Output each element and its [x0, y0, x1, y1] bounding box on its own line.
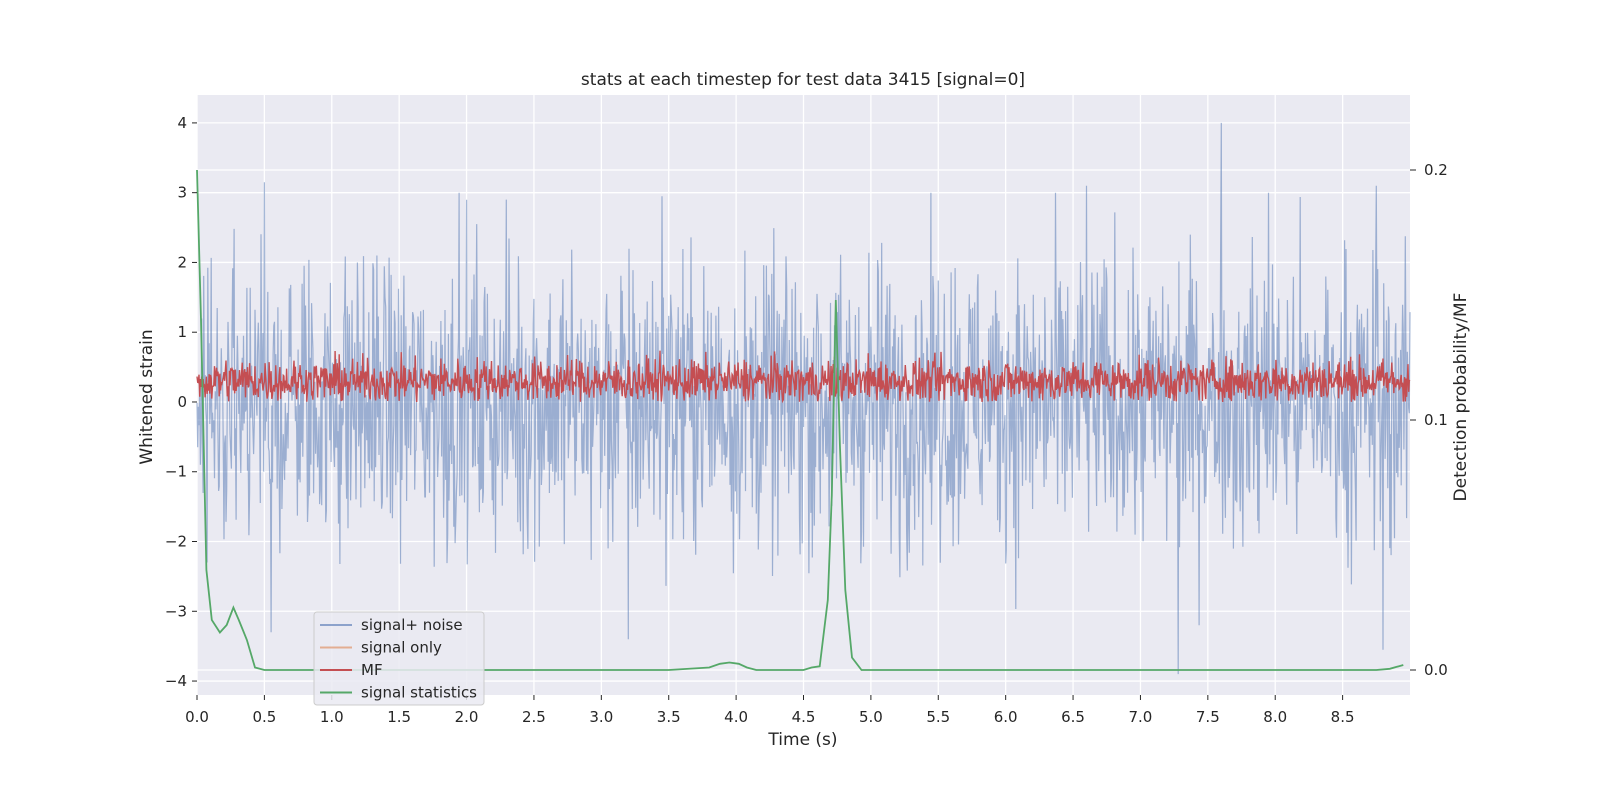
x-tick-label: 1.5 — [387, 708, 411, 726]
y-tick-label: 2 — [177, 253, 187, 271]
y-tick-label: −3 — [165, 602, 187, 620]
x-tick-label: 7.5 — [1196, 708, 1220, 726]
x-tick-label: 5.0 — [859, 708, 883, 726]
y2-axis-label: Detection probability/MF — [1451, 293, 1471, 502]
y-tick-label: 0 — [177, 393, 187, 411]
series-signal-noise — [196, 122, 1411, 675]
y2-tick-label: 0.0 — [1424, 661, 1448, 679]
x-tick-label: 2.0 — [455, 708, 479, 726]
y-tick-label: 4 — [177, 114, 187, 132]
legend-box — [313, 611, 485, 706]
y-ticks: 4 3 2 1 0 −1 −2 −3 −4 — [165, 114, 197, 690]
x-tick-label: 2.5 — [522, 708, 546, 726]
y2-tick-label: 0.1 — [1424, 411, 1448, 429]
x-tick-label: 0.5 — [252, 708, 276, 726]
y-tick-label: 1 — [177, 323, 187, 341]
series-mf — [196, 350, 1411, 404]
x-tick-label: 1.0 — [320, 708, 344, 726]
y2-ticks: 0.2 0.1 0.0 — [1410, 161, 1448, 679]
x-tick-label: 4.5 — [792, 708, 816, 726]
x-axis-label: Time (s) — [767, 730, 837, 750]
x-tick-label: 3.5 — [657, 708, 681, 726]
series-signal-statistics — [196, 169, 1404, 671]
legend-label: signal only — [361, 639, 442, 657]
x-tick-label: 4.0 — [724, 708, 748, 726]
y-tick-label: −1 — [165, 463, 187, 481]
x-tick-label: 0.0 — [185, 708, 209, 726]
y-axis-label: Whitened strain — [137, 329, 157, 464]
y-tick-label: −2 — [165, 533, 187, 551]
y2-tick-label: 0.2 — [1424, 161, 1448, 179]
legend-label: MF — [361, 661, 383, 679]
chart-title: stats at each timestep for test data 341… — [581, 70, 1025, 90]
y-tick-label: −4 — [165, 672, 187, 690]
y-tick-label: 3 — [177, 184, 187, 202]
series-layer — [196, 122, 1411, 675]
x-tick-label: 7.0 — [1129, 708, 1153, 726]
x-tick-label: 5.5 — [926, 708, 950, 726]
legend-label: signal+ noise — [361, 616, 463, 634]
x-tick-label: 3.0 — [589, 708, 613, 726]
legend: signal+ noise signal only MF signal statist… — [313, 611, 485, 706]
x-tick-label: 6.0 — [994, 708, 1018, 726]
x-ticks: 0.0 0.5 1.0 1.5 2.0 2.5 3.0 3.5 4.0 4.5 5.0 5.5 6.0 6… — [185, 695, 1355, 726]
x-tick-label: 8.5 — [1331, 708, 1355, 726]
x-tick-label: 6.5 — [1061, 708, 1085, 726]
legend-label: signal statistics — [361, 684, 477, 702]
x-tick-label: 8.0 — [1263, 708, 1287, 726]
